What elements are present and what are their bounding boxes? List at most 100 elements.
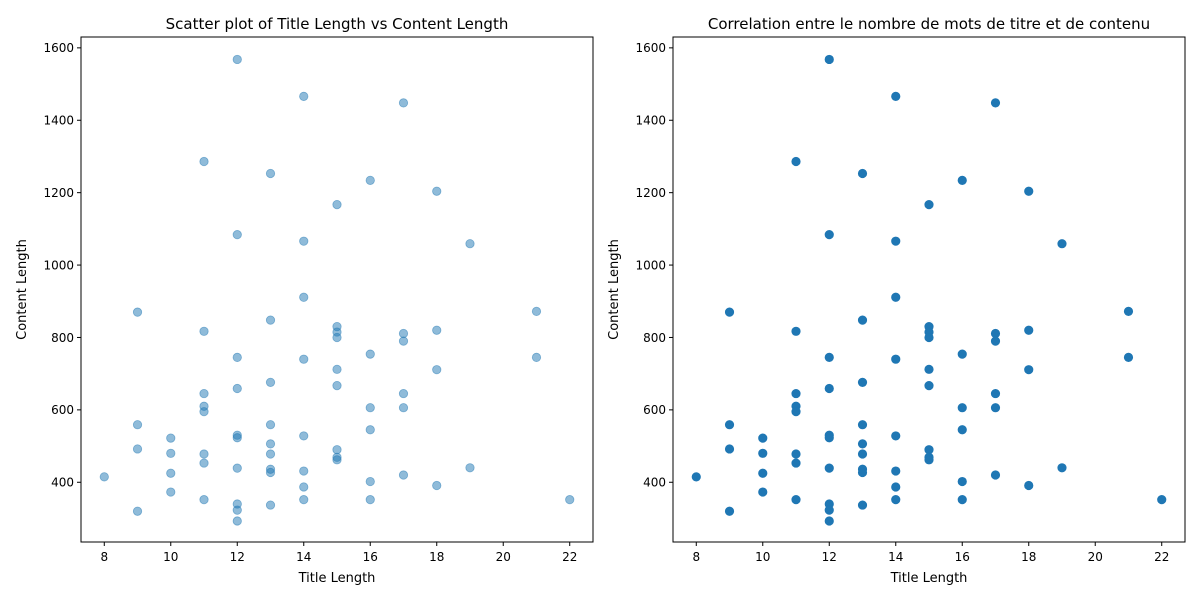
x-tick-label: 8 (692, 550, 700, 564)
data-point (824, 54, 834, 65)
data-point (924, 332, 934, 343)
data-point (365, 403, 375, 413)
data-point (1024, 186, 1034, 196)
data-point (265, 315, 276, 325)
data-point (857, 168, 868, 179)
data-point (791, 388, 801, 399)
data-point (857, 449, 868, 459)
data-point (791, 449, 801, 459)
data-point (1024, 480, 1034, 491)
axes-frame (672, 36, 1186, 543)
y-tick-label: 1000 (43, 258, 74, 272)
data-point (265, 467, 276, 478)
scatter-points (691, 54, 1167, 526)
data-point (199, 495, 209, 505)
y-tick-label: 1000 (635, 258, 666, 272)
data-point (724, 444, 735, 454)
data-point (990, 403, 1001, 413)
data-point (891, 292, 901, 302)
data-point (824, 383, 834, 394)
data-point (957, 403, 967, 413)
data-point (232, 383, 242, 394)
data-point (1157, 495, 1167, 505)
y-axis: 400 600 800 1000 1200 1400 1600 (43, 41, 81, 490)
subplot-left: 8 10 12 14 16 18 20 22 400 600 800 1000 1200 1400 1600… (15, 15, 594, 586)
y-tick-label: 1600 (635, 41, 666, 55)
data-point (724, 307, 735, 317)
data-point (957, 349, 967, 359)
data-point (432, 325, 442, 335)
data-point (232, 230, 242, 240)
chart-title: Scatter plot of Title Length vs Content … (166, 15, 509, 33)
data-point (1024, 365, 1034, 375)
data-point (166, 487, 176, 497)
data-point (791, 458, 801, 468)
data-point (531, 306, 542, 316)
x-tick-label: 10 (755, 550, 770, 564)
data-point (758, 448, 768, 458)
data-point (824, 433, 834, 443)
data-point (891, 91, 901, 101)
y-tick-label: 1200 (43, 186, 74, 200)
data-point (398, 328, 409, 339)
data-point (232, 505, 242, 515)
x-tick-label: 18 (429, 550, 444, 564)
data-point (299, 466, 309, 476)
y-axis-label: Content Length (15, 239, 30, 340)
x-tick-label: 10 (163, 550, 178, 564)
data-point (232, 516, 242, 526)
data-point (299, 495, 309, 505)
data-point (398, 403, 409, 413)
y-tick-label: 600 (643, 403, 666, 417)
data-point (857, 500, 868, 510)
data-point (924, 364, 934, 374)
data-point (891, 431, 901, 441)
data-point (924, 455, 934, 465)
data-point (365, 495, 375, 505)
data-point (265, 377, 276, 387)
data-point (465, 239, 475, 249)
y-tick-label: 1400 (43, 114, 74, 128)
data-point (857, 420, 868, 430)
data-point (1123, 306, 1134, 316)
x-tick-label: 14 (888, 550, 903, 564)
x-tick-label: 22 (562, 550, 577, 564)
data-point (465, 463, 475, 473)
x-tick-label: 12 (822, 550, 837, 564)
data-point (332, 381, 342, 391)
data-point (1057, 463, 1067, 473)
data-point (199, 156, 209, 167)
data-point (199, 326, 209, 336)
y-tick-label: 400 (643, 476, 666, 490)
data-point (365, 175, 375, 185)
data-point (924, 200, 934, 210)
data-point (332, 332, 342, 343)
data-point (824, 463, 834, 473)
data-point (199, 458, 209, 468)
data-point (132, 506, 143, 516)
y-axis-label: Content Length (607, 239, 622, 340)
x-tick-label: 20 (1088, 550, 1103, 564)
data-point (531, 352, 542, 362)
data-point (132, 444, 143, 454)
data-point (891, 466, 901, 476)
data-point (990, 98, 1001, 108)
data-point (398, 470, 409, 480)
data-point (398, 336, 409, 346)
data-point (824, 230, 834, 240)
data-point (166, 468, 176, 478)
data-point (758, 433, 768, 443)
data-point (332, 445, 342, 455)
y-tick-label: 400 (51, 476, 74, 490)
x-tick-label: 14 (296, 550, 311, 564)
data-point (990, 336, 1001, 346)
subplot-right: 8 10 12 14 16 18 20 22 400 600 800 1000 1200 1400 1600… (607, 15, 1186, 586)
data-point (232, 352, 242, 362)
data-point (1057, 239, 1067, 249)
data-point (166, 448, 176, 458)
data-point (691, 472, 701, 482)
data-point (891, 354, 901, 364)
data-point (232, 433, 242, 443)
data-point (265, 168, 276, 179)
